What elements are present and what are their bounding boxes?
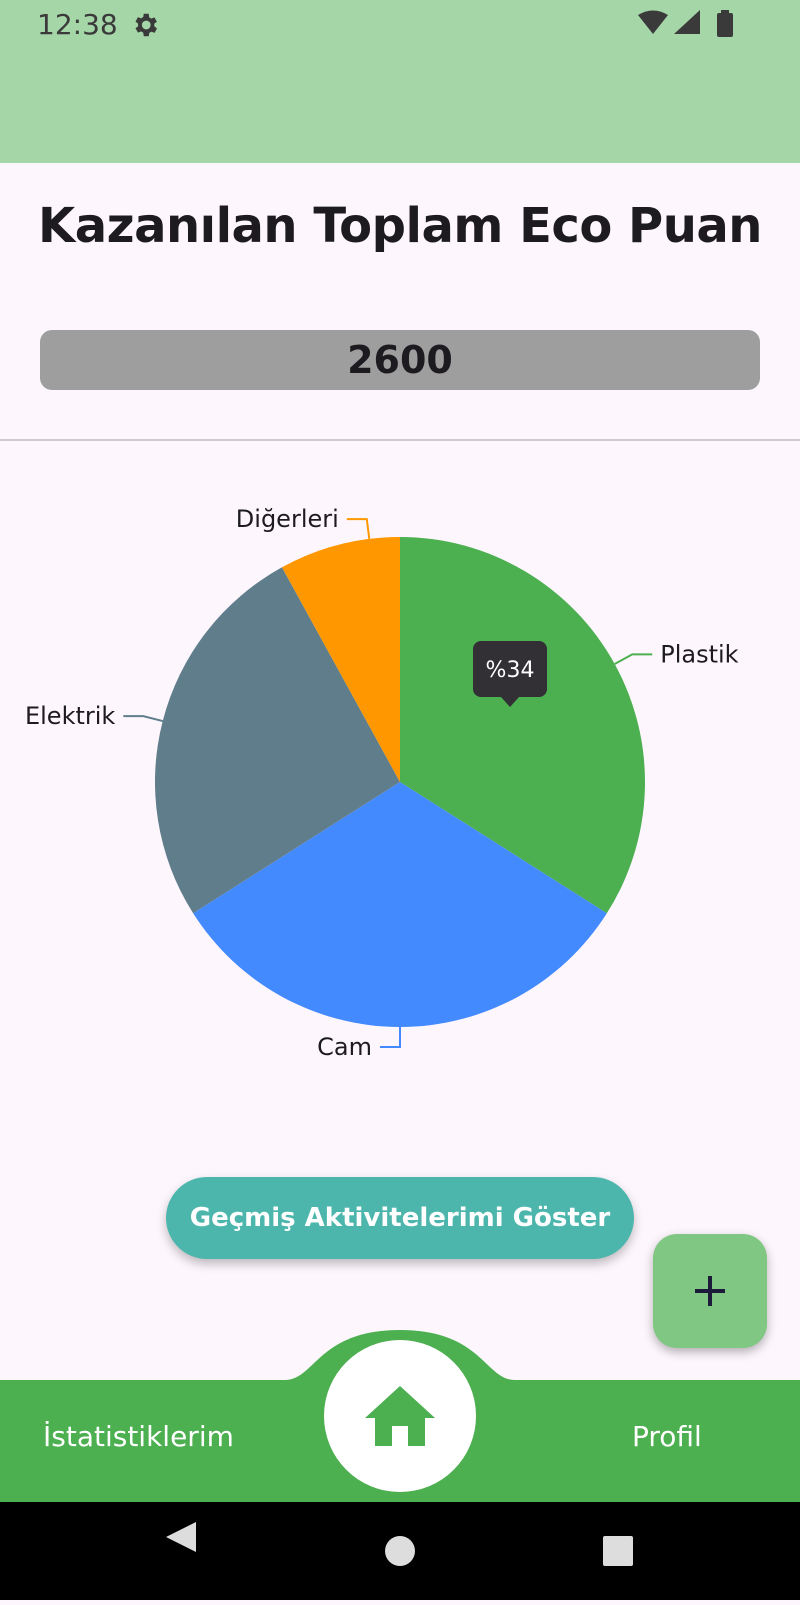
nav-item-statistics[interactable]: İstatistiklerim	[43, 1420, 234, 1453]
tooltip-text: %34	[486, 658, 535, 683]
home-button[interactable]	[324, 1340, 476, 1492]
home-icon	[365, 1386, 435, 1446]
pie-slice-diğerleri[interactable]	[281, 537, 400, 782]
add-button[interactable]	[653, 1234, 767, 1348]
points-value: 2600	[347, 338, 453, 382]
pie-chart: Plastik Cam Elektrik Diğerleri %34	[0, 450, 800, 1120]
plus-icon	[695, 1276, 725, 1306]
battery-icon	[717, 10, 733, 37]
back-icon[interactable]	[166, 1522, 196, 1552]
slice-tooltip: %34	[473, 641, 547, 707]
recents-icon[interactable]	[603, 1536, 633, 1566]
divider	[0, 439, 800, 441]
leader-line-plastik	[614, 653, 653, 665]
history-button[interactable]: Geçmiş Aktivitelerimi Göster	[166, 1177, 634, 1259]
system-navigation-bar	[0, 1502, 800, 1600]
slice-label-plastik: Plastik	[660, 640, 738, 668]
status-time: 12:38	[37, 8, 118, 41]
leader-line-cam	[380, 1027, 401, 1048]
pie-slice-elektrik[interactable]	[155, 567, 400, 914]
status-icons	[638, 10, 733, 37]
pie-chart-svg: Plastik Cam Elektrik Diğerleri %34	[25, 505, 739, 1061]
pie-slice-plastik[interactable]	[400, 537, 645, 914]
nav-item-profile[interactable]: Profil	[632, 1420, 702, 1453]
slice-label-diğerleri: Diğerleri	[236, 505, 339, 533]
home-nav-icon[interactable]	[385, 1536, 415, 1566]
page-title: Kazanılan Toplam Eco Puan	[38, 198, 762, 254]
slice-label-elektrik: Elektrik	[25, 702, 115, 730]
slice-label-cam: Cam	[317, 1033, 372, 1061]
gear-icon	[135, 13, 157, 37]
signal-icon	[674, 10, 700, 34]
leader-line-elektrik	[123, 715, 163, 723]
leader-line-diğerleri	[346, 518, 371, 540]
wifi-icon	[638, 10, 668, 34]
status-bar: 12:38	[0, 0, 800, 163]
points-display: 2600	[40, 330, 760, 390]
pie-slice-cam[interactable]	[193, 782, 607, 1027]
